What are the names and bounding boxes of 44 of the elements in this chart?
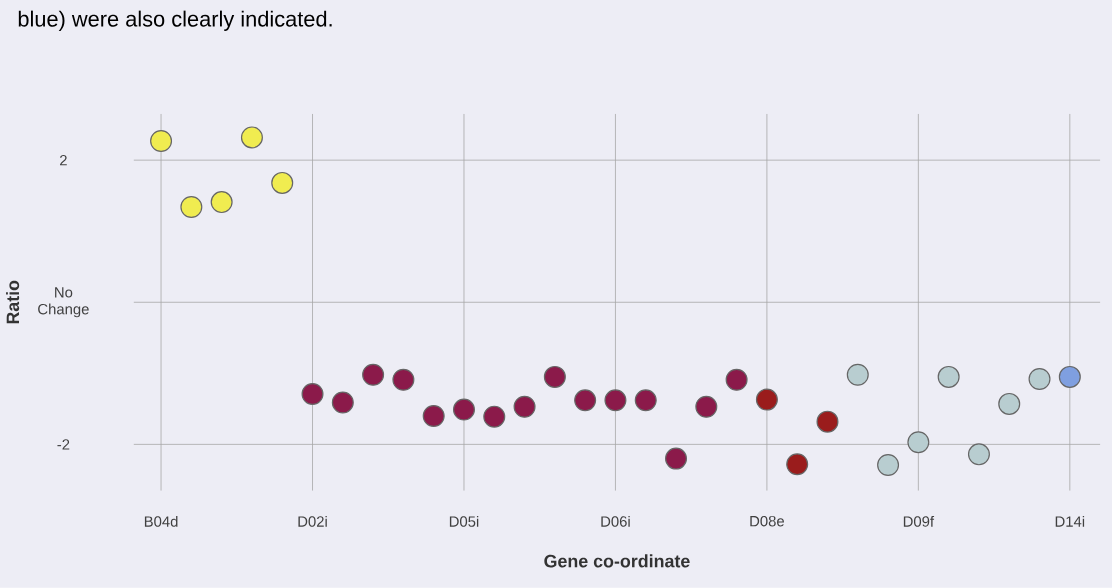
point (665, 447, 688, 470)
point (392, 368, 415, 391)
point (967, 443, 990, 466)
point (998, 393, 1021, 416)
point (513, 395, 536, 418)
text: blue) were also clearly indicated. (18, 10, 332, 32)
y-tick-label: No Change (38, 287, 89, 318)
x-tick-label: B04d (144, 516, 178, 527)
point (483, 405, 506, 428)
point (422, 405, 445, 428)
point (877, 454, 900, 477)
point (1028, 368, 1051, 391)
y-tick-label: -2 (57, 439, 70, 450)
x-tick-label: D06i (601, 516, 630, 527)
point (907, 431, 930, 454)
point (1058, 366, 1081, 389)
point (150, 130, 173, 153)
point (755, 388, 778, 411)
x-tick-label: D09f (903, 516, 935, 527)
point (604, 389, 627, 412)
point (574, 389, 597, 412)
point (180, 196, 203, 219)
x-tick-label: D14i (1055, 516, 1085, 527)
y-tick-label: 2 (60, 155, 67, 166)
point (543, 366, 566, 389)
y-axis-title: Ratio (6, 280, 20, 324)
point (331, 391, 354, 414)
point (210, 191, 233, 214)
x-tick-label: D05i (449, 516, 479, 527)
x-tick-label: D08e (750, 516, 784, 527)
point (634, 389, 657, 412)
point (846, 363, 869, 386)
point (301, 383, 324, 406)
point (816, 410, 839, 433)
point (725, 368, 748, 391)
point (695, 395, 718, 418)
point (786, 453, 809, 476)
point (362, 363, 385, 386)
x-axis-title: Gene co-ordinate (544, 554, 690, 568)
point (240, 126, 263, 149)
point (452, 398, 475, 421)
point (271, 172, 294, 195)
x-tick-label: D02i (298, 516, 327, 527)
point (937, 366, 960, 389)
